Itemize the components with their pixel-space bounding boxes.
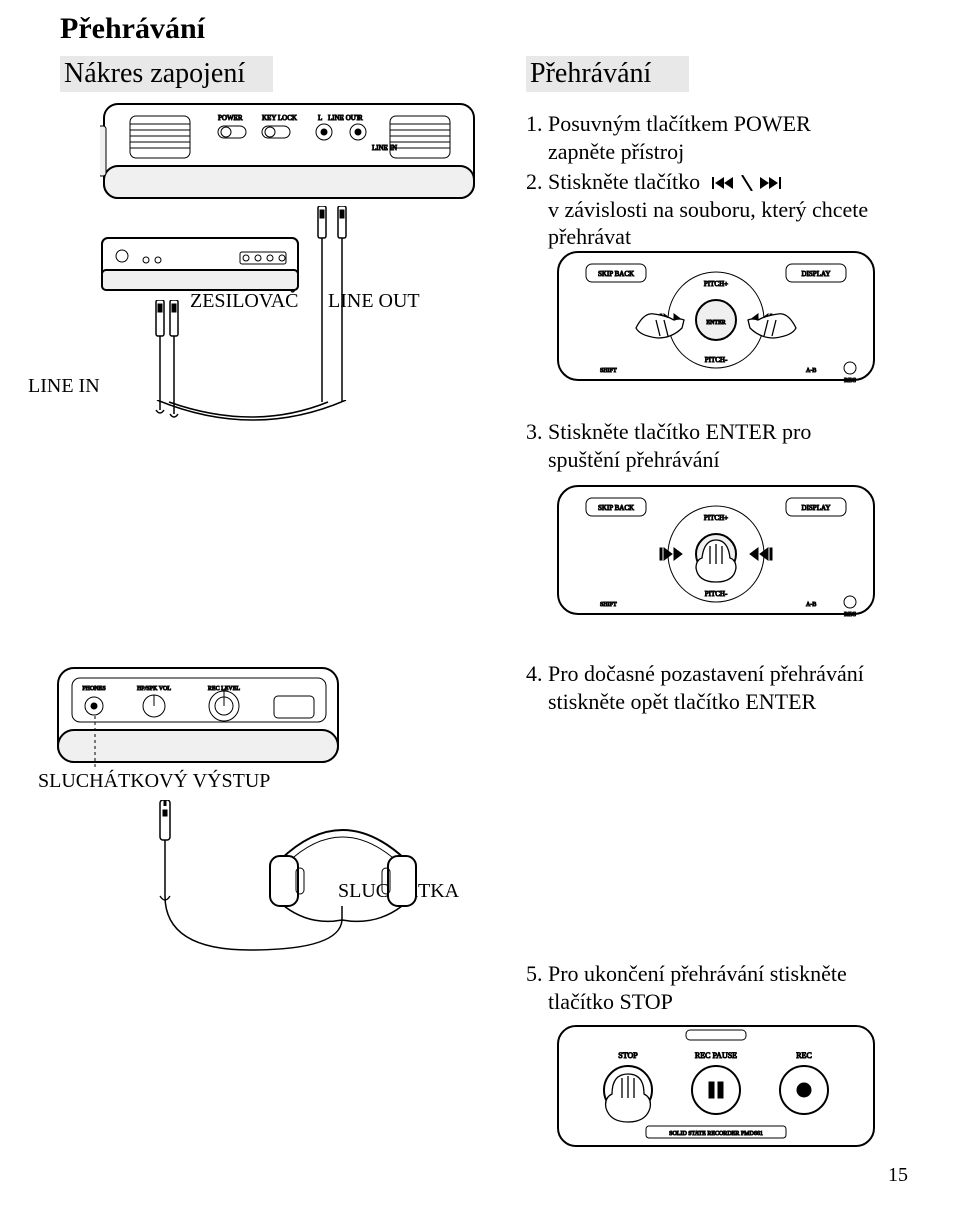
step-4-number: 4. (526, 661, 543, 686)
svg-text:DISPLAY: DISPLAY (802, 504, 831, 512)
svg-text:PITCH+: PITCH+ (704, 514, 728, 522)
recpause-label: REC PAUSE (695, 1051, 737, 1060)
step-2: 2. Stiskněte tlačítko v závislosti na so… (526, 168, 906, 251)
step-2-line-a: Stiskněte tlačítko (548, 169, 700, 194)
step-3: 3. Stiskněte tlačítko ENTER pro spuštění… (526, 418, 886, 473)
keypad-step2-diagram: SKIP BACK DISPLAY PITCH+ PITCH- ENTER SH… (556, 250, 876, 400)
recorder-front-diagram: PHONES HP/SPK VOL REC LEVEL (54, 660, 344, 770)
step-3-line-a: Stiskněte tlačítko ENTER pro (548, 419, 811, 444)
step-1-number: 1. (526, 111, 543, 136)
svg-text:SKIP BACK: SKIP BACK (598, 504, 634, 512)
cable-sweep (154, 400, 364, 430)
hpout-leader-line (94, 716, 96, 770)
section-right-heading: Přehrávání (526, 56, 689, 92)
keypad-step3-diagram: SKIP BACK DISPLAY PITCH+ PITCH- ENTER SH… (556, 484, 876, 634)
step-1: 1. Posuvným tlačítkem POWER zapněte přís… (526, 110, 886, 165)
enter-label: ENTER (706, 320, 725, 326)
step-4-line-a: Pro dočasné pozastavení přehrávání (548, 661, 864, 686)
linein-label: LINE IN (372, 144, 397, 152)
svg-text:REC: REC (844, 612, 856, 618)
rec-btn-label: REC (796, 1051, 812, 1060)
lineout-arrow-icon (355, 312, 356, 313)
rew-ff-icon (712, 175, 786, 191)
hpvol-label: HP/SPK VOL (137, 686, 171, 692)
amplifier-diagram (100, 236, 300, 296)
step-5: 5. Pro ukončení přehrávání stiskněte tla… (526, 960, 886, 1015)
pitch-plus-label: PITCH+ (704, 280, 728, 288)
phones-label: PHONES (82, 686, 105, 692)
headphones-diagram (120, 800, 500, 970)
step-1-line-a: Posuvným tlačítkem POWER (548, 111, 811, 136)
pitch-minus-label: PITCH- (705, 356, 728, 364)
section-left-heading: Nákres zapojení (60, 56, 273, 92)
step-3-line-b: spuštění přehrávání (548, 447, 720, 472)
rec-label: REC (844, 378, 856, 384)
step-2-line-c: přehrávat (548, 224, 631, 249)
lineout-label: LINE OUT (328, 114, 361, 122)
step-3-number: 3. (526, 419, 543, 444)
plugs-from-recorder (314, 206, 354, 406)
transport-panel-diagram: STOP REC PAUSE REC SOLID STATE RECORDER … (556, 1024, 876, 1164)
step-1-line-b: zapněte přístroj (548, 139, 684, 164)
stop-label: STOP (618, 1051, 638, 1060)
lineout-l-label: L (318, 114, 322, 122)
step-5-line-b: tlačítko STOP (548, 989, 673, 1014)
step-2-number: 2. (526, 169, 543, 194)
page-number: 15 (888, 1164, 908, 1187)
line-in-label: LINE IN (28, 375, 100, 398)
headphone-output-label: SLUCHÁTKOVÝ VÝSTUP (38, 770, 270, 793)
step-5-line-a: Pro ukončení přehrávání stiskněte (548, 961, 847, 986)
display-label: DISPLAY (802, 270, 831, 278)
recorder-top-diagram: POWER KEY LOCK L LINE OUT R LINE IN (100, 96, 480, 206)
svg-text:SHIFT: SHIFT (600, 602, 617, 608)
model-label: SOLID STATE RECORDER PMD661 (669, 1131, 763, 1137)
step-4-line-b: stiskněte opět tlačítko ENTER (548, 689, 816, 714)
svg-text:A-B: A-B (806, 602, 816, 608)
amp-arrow-icon (178, 314, 186, 315)
skipback-label: SKIP BACK (598, 270, 634, 278)
step-5-number: 5. (526, 961, 543, 986)
hand-stop-icon (606, 1074, 651, 1122)
ab-label: A-B (806, 368, 816, 374)
step-4: 4. Pro dočasné pozastavení přehrávání st… (526, 660, 906, 715)
step-2-line-b: v závislosti na souboru, který chcete (548, 197, 868, 222)
keylock-label: KEY LOCK (262, 114, 297, 122)
svg-text:PITCH-: PITCH- (705, 590, 728, 598)
power-label: POWER (218, 114, 243, 122)
shift-label: SHIFT (600, 368, 617, 374)
page-title: Přehrávání (60, 12, 205, 46)
lineout-r-label: R (358, 114, 363, 122)
